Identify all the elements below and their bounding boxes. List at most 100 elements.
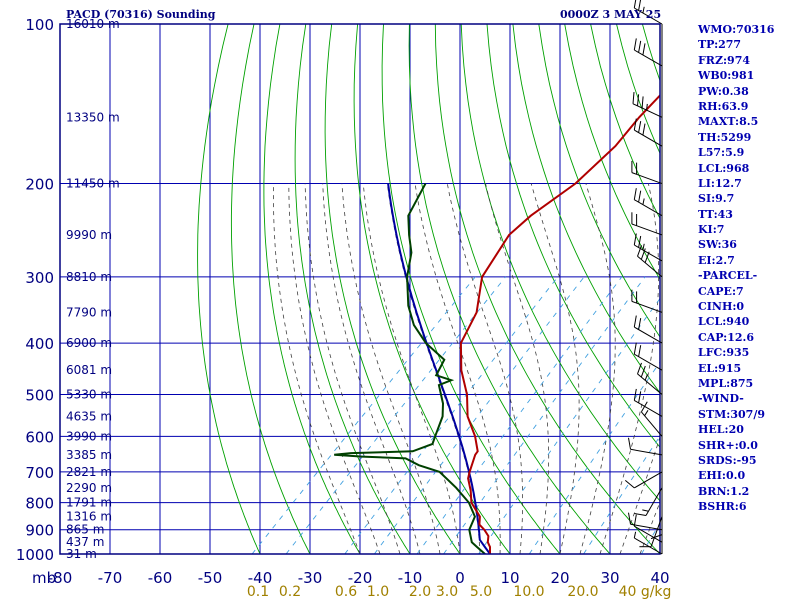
height-label: 3385 m: [66, 448, 112, 462]
wind-barb-flag: [633, 342, 637, 355]
wind-barb-staff: [634, 129, 663, 147]
index-item: SHR+:0.0: [698, 438, 758, 452]
temperature-tick-label: -20: [348, 569, 373, 587]
mixing-ratio-label: 20.0: [567, 584, 598, 600]
background-lines: [197, 24, 660, 554]
mixing-ratio-label: 10.0: [513, 584, 544, 600]
dry-adiabat: [294, 24, 411, 554]
dry-adiabat: [197, 24, 261, 554]
index-item: TP:277: [698, 38, 742, 52]
moist-adiabat: [304, 183, 401, 554]
pressure-label: 200: [25, 176, 54, 194]
wind-barb-half: [644, 410, 649, 416]
wind-barb-staff: [645, 487, 663, 516]
index-item: EI:2.7: [698, 253, 735, 267]
wind-barb-staff: [650, 516, 663, 547]
pressure-label: 1000: [16, 546, 54, 564]
pressure-label: 100: [25, 16, 54, 34]
wind-barb-flag: [642, 123, 646, 136]
index-item: BRN:1.2: [698, 484, 750, 498]
wind-barb-flag: [638, 391, 642, 403]
index-item: RH:63.9: [698, 99, 749, 113]
mixing-ratio-line: [443, 276, 646, 554]
moist-adiabat: [414, 183, 501, 554]
wind-barb-half: [642, 198, 645, 205]
wind-barb-staff: [634, 353, 663, 371]
wind-barb-flag: [640, 401, 648, 413]
wind-barb-staff: [637, 373, 663, 395]
wind-barb-staff: [634, 537, 663, 555]
moist-adiabat: [341, 183, 441, 554]
mixing-ratio-line: [251, 276, 476, 554]
parcel-path: [387, 183, 491, 554]
wind-barb-flag: [644, 251, 650, 263]
temperature-tick-label: -80: [48, 569, 73, 587]
wind-barb-staff: [637, 255, 663, 278]
index-item: L57:5.9: [698, 146, 745, 160]
index-item: LI:12.7: [698, 176, 742, 190]
wind-barb-staff: [632, 103, 663, 118]
wind-barb-flag: [638, 40, 642, 53]
pressure-label: 800: [25, 495, 54, 513]
index-item: TH:5299: [698, 130, 752, 144]
wind-barb-half: [646, 103, 648, 111]
pressure-label: 400: [25, 335, 54, 353]
index-item: EL:915: [698, 361, 742, 375]
index-item: WMO:70316: [698, 23, 775, 36]
mixing-ratio-line: [478, 297, 660, 554]
wind-barb-half: [642, 509, 649, 512]
temperature-tick-label: 40: [650, 569, 669, 587]
index-item: MAXT:8.5: [698, 115, 759, 129]
index-item: EHI:0.0: [698, 469, 746, 483]
height-label: 6900 m: [66, 336, 112, 350]
moist-adiabat: [530, 183, 580, 554]
height-label: 6081 m: [66, 363, 112, 377]
index-item: PW:0.38: [698, 84, 749, 98]
mixing-ratio-line: [583, 435, 660, 554]
temperature-tick-label: -30: [298, 569, 323, 587]
sounding-traces: [334, 93, 660, 554]
wind-barb-half: [642, 243, 645, 251]
index-item: SW:36: [698, 238, 737, 252]
dry-adiabat: [460, 24, 660, 502]
plot-frame: [59, 23, 661, 555]
mixing-ratio-label: 1.0: [367, 584, 389, 600]
moist-adiabat: [446, 183, 523, 554]
temperature-tick-label: 10: [500, 569, 519, 587]
wind-barb-flag: [633, 0, 637, 9]
mixing-ratio-label: 40 g/kg: [619, 584, 672, 600]
wind-barb-staff: [634, 244, 663, 262]
moist-adiabat: [639, 500, 660, 554]
moist-adiabat: [272, 183, 361, 554]
height-label: 16010 m: [66, 17, 120, 31]
wind-barb-flag: [633, 315, 637, 328]
wind-barb-column: [624, 0, 663, 555]
wind-barb-half: [642, 6, 645, 14]
temperature-tick-label: -40: [248, 569, 273, 587]
height-label: 1316 m: [66, 510, 112, 524]
wind-barb-staff: [631, 223, 663, 236]
wind-barb-flag: [628, 512, 631, 525]
index-item: KI:7: [698, 223, 725, 237]
index-item: MPL:875: [698, 376, 754, 390]
wind-barb-staff: [634, 525, 663, 543]
index-item: CINH:0: [698, 300, 745, 314]
mixing-ratio-label: 5.0: [470, 584, 492, 600]
moist-adiabat: [579, 183, 616, 554]
dewpoint-trace: [334, 183, 486, 554]
dry-adiabat: [434, 24, 660, 554]
wind-barb-flag: [632, 92, 635, 104]
wind-barb-flag: [640, 248, 646, 260]
wind-barb-flag: [642, 43, 646, 56]
wind-barb-staff: [631, 300, 663, 313]
stability-indices-panel: WMO:70316 TP:277 FRZ:974 WB0:981 PW:0.38 RH:6…: [698, 22, 798, 515]
wind-barb-flag: [641, 96, 644, 109]
wind-barb-flag: [633, 118, 637, 131]
mixing-ratio-line: [374, 276, 585, 554]
wind-barb-half: [644, 374, 648, 381]
moist-adiabat: [288, 183, 381, 554]
mixing-ratio-line: [416, 276, 623, 554]
wind-barb-flag: [628, 437, 631, 450]
